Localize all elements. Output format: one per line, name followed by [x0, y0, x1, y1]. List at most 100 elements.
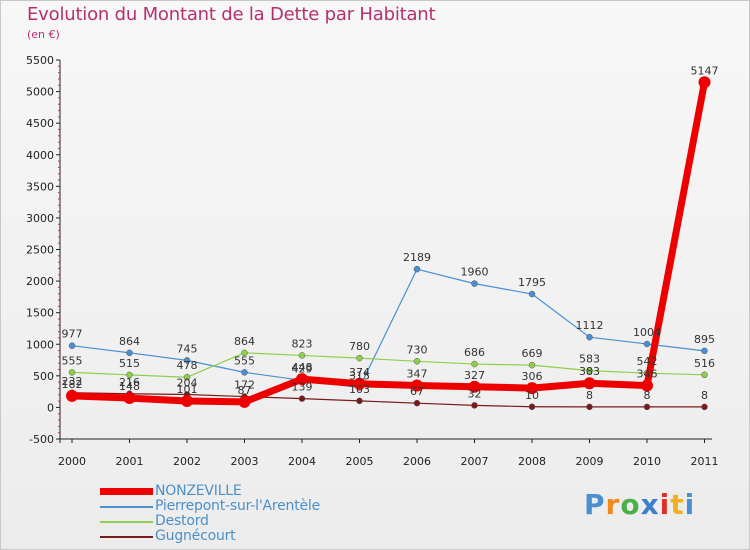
data-label: 1004 [633, 326, 661, 339]
legend-item: Destord [100, 514, 320, 529]
data-label: 864 [234, 335, 255, 348]
y-tick-label: 2500 [26, 244, 54, 257]
series-point-3 [528, 403, 536, 411]
y-tick-label: 4500 [26, 117, 54, 130]
logo-letter: o [620, 488, 641, 521]
data-label: 429 [292, 362, 313, 375]
x-tick-label: 2003 [231, 455, 259, 468]
series-point-1 [126, 349, 133, 357]
x-tick-label: 2006 [403, 455, 431, 468]
data-label: 5147 [691, 64, 719, 77]
series-point-0 [66, 389, 78, 402]
y-tick-label: 4000 [26, 149, 54, 162]
logo-letter: t [670, 488, 685, 521]
series-point-3 [701, 403, 708, 411]
data-label: 864 [119, 335, 140, 348]
data-label: 10 [525, 389, 539, 402]
data-label: 583 [579, 353, 600, 366]
x-tick-label: 2007 [461, 455, 489, 468]
series-point-3 [643, 403, 651, 411]
chart-legend: NONZEVILLE Pierrepont-sur-l'Arentèle Desto… [100, 484, 320, 544]
data-label: 204 [177, 377, 198, 390]
series-point-3 [298, 395, 306, 402]
y-tick-label: 2000 [26, 275, 54, 288]
series-point-1 [471, 280, 478, 287]
y-tick-label: 1000 [26, 338, 54, 351]
series-point-1 [183, 357, 191, 364]
series-point-1 [241, 369, 248, 376]
series-point-0 [411, 379, 423, 392]
series-point-0 [296, 373, 308, 386]
data-label: 669 [522, 347, 543, 360]
data-label: 686 [464, 346, 485, 359]
data-label: 103 [349, 383, 370, 396]
series-point-2 [701, 371, 708, 379]
y-tick-label: 0 [47, 401, 54, 414]
x-tick-label: 2011 [691, 455, 719, 468]
series-point-0 [468, 380, 481, 393]
series-point-1 [528, 290, 536, 298]
series-point-3 [413, 399, 421, 407]
x-tick-label: 2002 [173, 455, 201, 468]
series-point-0 [181, 395, 193, 408]
series-point-2 [471, 360, 478, 368]
data-label: 306 [522, 370, 543, 383]
data-label: 327 [464, 369, 485, 382]
series-point-2 [528, 361, 536, 369]
logo-letter: P [584, 488, 606, 521]
y-tick-label: 1500 [26, 307, 54, 320]
data-label: 232 [62, 375, 83, 388]
y-tick-label: 5500 [26, 54, 54, 67]
series-point-2 [586, 367, 593, 374]
legend-item: Pierrepont-sur-l'Arentèle [100, 499, 320, 514]
series-line-3 [71, 392, 706, 408]
series-point-3 [356, 397, 363, 405]
series-line-2 [71, 352, 706, 378]
chart-title: Evolution du Montant de la Dette par Hab… [27, 4, 436, 25]
series-point-0 [698, 76, 711, 89]
legend-swatch [100, 520, 153, 523]
data-label: 139 [292, 381, 313, 394]
chart-subtitle: (en €) [27, 28, 60, 41]
data-label: 315 [349, 370, 370, 383]
data-label: 555 [62, 354, 83, 367]
data-label: 8 [586, 389, 593, 402]
series-point-1 [68, 342, 76, 349]
data-label: 374 [349, 366, 370, 379]
x-tick-label: 2010 [633, 455, 661, 468]
data-label: 478 [177, 359, 198, 372]
x-tick-label: 2000 [58, 455, 86, 468]
data-label: 87 [238, 384, 252, 397]
series-point-2 [298, 352, 306, 359]
logo-letter: i [659, 488, 671, 521]
series-point-3 [471, 402, 478, 409]
y-tick-label: 500 [33, 370, 54, 383]
data-label: 101 [177, 383, 198, 396]
logo-letter: x [640, 488, 660, 521]
series-point-0 [238, 395, 251, 408]
legend-swatch [100, 488, 153, 495]
data-label: 383 [579, 365, 600, 378]
legend-item: NONZEVILLE [100, 484, 320, 499]
y-tick-label: 5000 [26, 86, 54, 99]
series-point-2 [68, 369, 76, 376]
proxiti-logo: Proxiti [584, 488, 695, 521]
series-point-1 [643, 340, 651, 348]
legend-label: Gugnécourt [155, 528, 236, 544]
data-label: 745 [177, 342, 198, 355]
data-label: 1112 [576, 319, 604, 332]
data-label: 67 [410, 385, 424, 398]
data-label: 216 [119, 376, 140, 389]
data-label: 172 [234, 379, 255, 392]
series-point-3 [586, 403, 593, 411]
x-tick-label: 2004 [288, 455, 316, 468]
series-point-2 [126, 371, 133, 379]
legend-item: Gugnécourt [100, 529, 320, 544]
legend-swatch [100, 535, 153, 538]
data-label: 1960 [461, 266, 489, 279]
y-tick-label: 3000 [26, 212, 54, 225]
series-point-2 [413, 358, 421, 365]
x-tick-label: 2009 [576, 455, 604, 468]
